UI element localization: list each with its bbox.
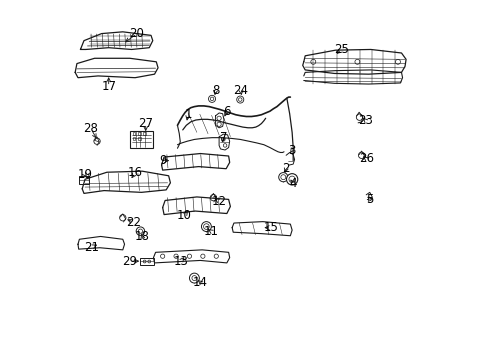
Text: 10: 10 (177, 209, 192, 222)
Text: 1: 1 (184, 108, 191, 121)
Circle shape (189, 273, 199, 283)
Text: 24: 24 (233, 84, 248, 96)
Bar (140, 258, 154, 265)
Text: 16: 16 (127, 166, 142, 179)
Text: 25: 25 (333, 43, 348, 56)
Circle shape (136, 227, 144, 235)
Text: 8: 8 (211, 84, 219, 96)
Text: 4: 4 (289, 177, 296, 190)
Text: 20: 20 (129, 27, 144, 40)
Text: 18: 18 (135, 230, 149, 243)
Text: 11: 11 (203, 225, 218, 238)
Text: 9: 9 (159, 154, 166, 167)
Text: 5: 5 (366, 193, 373, 206)
Text: 28: 28 (83, 122, 98, 135)
Text: 14: 14 (192, 276, 207, 289)
Bar (138, 137, 141, 140)
Text: 15: 15 (263, 221, 278, 234)
Text: 13: 13 (173, 255, 188, 267)
Text: 3: 3 (288, 144, 295, 157)
Bar (143, 132, 146, 135)
Text: 17: 17 (101, 80, 116, 93)
Bar (132, 132, 135, 135)
Text: 26: 26 (358, 152, 373, 165)
Text: 6: 6 (223, 105, 230, 118)
Bar (132, 137, 135, 140)
Circle shape (236, 96, 244, 103)
Text: 29: 29 (122, 255, 137, 267)
Text: 22: 22 (125, 216, 141, 229)
Bar (138, 132, 141, 135)
Circle shape (278, 172, 287, 182)
Bar (130, 131, 152, 148)
Text: 7: 7 (219, 131, 226, 144)
Text: 23: 23 (357, 113, 372, 126)
Circle shape (208, 95, 215, 102)
Text: 12: 12 (211, 195, 226, 208)
Circle shape (286, 174, 297, 185)
Bar (79, 176, 88, 184)
Circle shape (201, 222, 211, 231)
Text: 21: 21 (84, 240, 100, 253)
Text: 19: 19 (78, 168, 92, 181)
Text: 2: 2 (282, 162, 289, 175)
Text: 27: 27 (138, 117, 153, 130)
